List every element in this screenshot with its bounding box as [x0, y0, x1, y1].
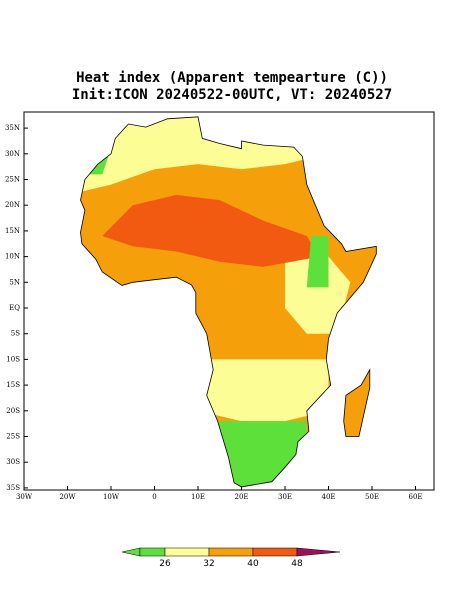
subtitle-line: Init:ICON 20240522-00UTC, VT: 20240527	[72, 87, 392, 103]
field-region	[198, 359, 329, 422]
lat-label: 30S	[6, 458, 20, 466]
colorbar-label: 26	[159, 559, 171, 569]
lon-label: 20E	[234, 493, 248, 501]
lat-label: 20N	[5, 201, 20, 209]
colorbar-low	[121, 547, 141, 557]
lon-label: 30W	[16, 493, 33, 501]
madagascar	[343, 368, 371, 437]
field-region	[306, 236, 329, 288]
lat-label: 25N	[5, 176, 20, 184]
lat-label: 10S	[6, 355, 20, 363]
lat-label: 5N	[9, 278, 20, 286]
lon-label: 50E	[365, 493, 379, 501]
colorbar-high	[296, 547, 341, 557]
colorbar-label: 48	[291, 559, 303, 569]
field-region	[102, 194, 320, 267]
field-region	[285, 256, 351, 334]
lat-label: 20S	[6, 407, 20, 415]
lon-label: 40E	[321, 493, 335, 501]
colorbar-seg	[252, 547, 298, 557]
title-line: Heat index (Apparent tempearture (C))	[76, 70, 388, 86]
colorbar-seg	[208, 547, 254, 557]
lon-label: 20W	[59, 493, 76, 501]
lat-label: 10N	[5, 253, 20, 261]
lat-label: 30N	[5, 150, 20, 158]
lat-label: EQ	[9, 304, 20, 312]
lat-label: 15N	[5, 227, 20, 235]
colorbar-label: 40	[247, 559, 259, 569]
lat-label: 15S	[6, 381, 20, 389]
lon-label: 10E	[191, 493, 205, 501]
lat-label: 5S	[11, 330, 20, 338]
coastline	[80, 116, 377, 488]
lon-label: 30E	[278, 493, 292, 501]
lon-label: 0	[152, 493, 156, 501]
colorbar-label: 32	[203, 559, 214, 569]
lat-label: 35S	[6, 484, 20, 492]
lon-label: 60E	[408, 493, 422, 501]
lat-label: 25S	[6, 433, 20, 441]
colorbar-seg	[164, 547, 210, 557]
lat-label: 35N	[5, 124, 20, 132]
lon-label: 10W	[103, 493, 120, 501]
colorbar-seg	[139, 547, 166, 557]
